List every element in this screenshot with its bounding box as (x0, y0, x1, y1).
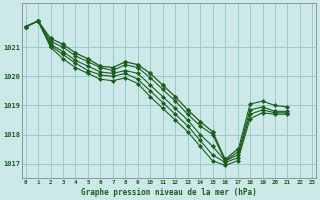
X-axis label: Graphe pression niveau de la mer (hPa): Graphe pression niveau de la mer (hPa) (81, 188, 257, 197)
